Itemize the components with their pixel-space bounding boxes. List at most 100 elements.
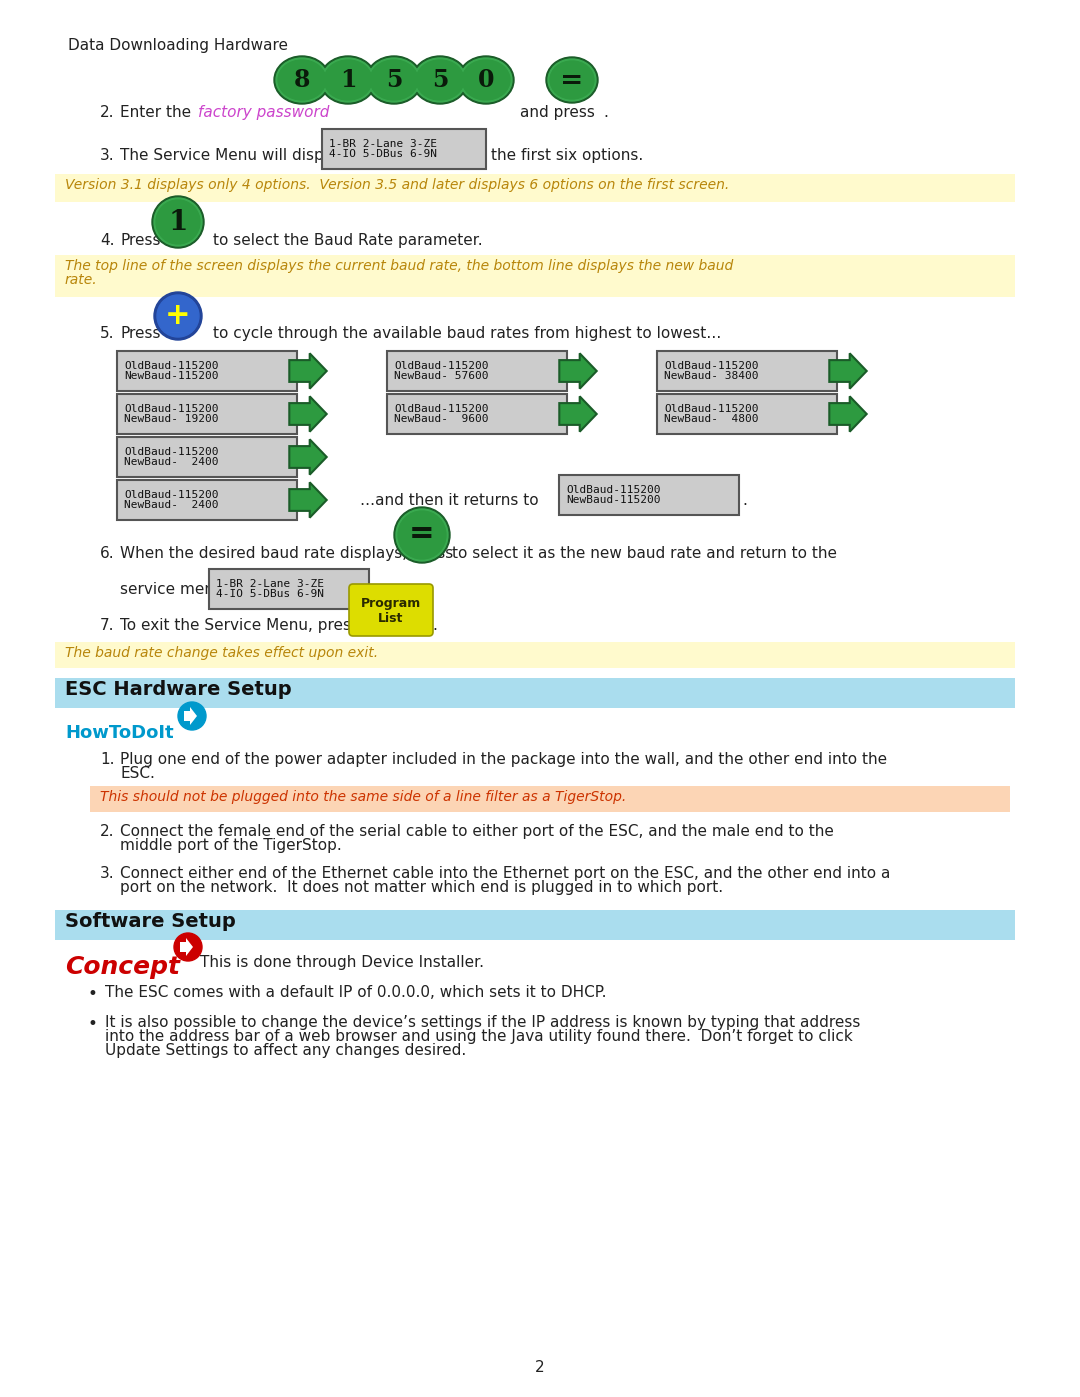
Ellipse shape bbox=[546, 57, 598, 103]
Text: Connect either end of the Ethernet cable into the Ethernet port on the ESC, and : Connect either end of the Ethernet cable… bbox=[120, 866, 890, 882]
Text: =: = bbox=[561, 67, 583, 94]
Text: service menu: service menu bbox=[120, 583, 224, 597]
Polygon shape bbox=[289, 353, 326, 388]
Text: OldBaud-115200: OldBaud-115200 bbox=[664, 360, 758, 372]
Text: HowToDoIt: HowToDoIt bbox=[65, 724, 174, 742]
Ellipse shape bbox=[399, 511, 446, 559]
FancyBboxPatch shape bbox=[117, 481, 297, 520]
Text: 7.: 7. bbox=[100, 617, 114, 633]
Text: Plug one end of the power adapter included in the package into the wall, and the: Plug one end of the power adapter includ… bbox=[120, 752, 887, 767]
Text: the first six options.: the first six options. bbox=[491, 148, 644, 163]
Text: to select it as the new baud rate and return to the: to select it as the new baud rate and re… bbox=[453, 546, 837, 562]
Ellipse shape bbox=[396, 509, 448, 562]
Polygon shape bbox=[180, 937, 193, 956]
FancyBboxPatch shape bbox=[387, 351, 567, 391]
Text: OldBaud-115200: OldBaud-115200 bbox=[394, 404, 488, 414]
Ellipse shape bbox=[411, 56, 468, 103]
Ellipse shape bbox=[416, 60, 464, 101]
Text: .: . bbox=[372, 583, 376, 597]
Text: The baud rate change takes effect upon exit.: The baud rate change takes effect upon e… bbox=[65, 645, 378, 659]
Polygon shape bbox=[829, 397, 867, 432]
Text: 3.: 3. bbox=[100, 148, 114, 163]
Text: OldBaud-115200: OldBaud-115200 bbox=[566, 485, 661, 495]
Polygon shape bbox=[289, 482, 326, 518]
Ellipse shape bbox=[460, 59, 512, 102]
Ellipse shape bbox=[157, 295, 199, 337]
Text: port on the network.  It does not matter which end is plugged in to which port.: port on the network. It does not matter … bbox=[120, 880, 724, 895]
Text: 5: 5 bbox=[432, 68, 448, 92]
FancyBboxPatch shape bbox=[210, 569, 369, 609]
Ellipse shape bbox=[178, 703, 206, 731]
FancyBboxPatch shape bbox=[55, 643, 1015, 668]
Text: 0: 0 bbox=[477, 68, 495, 92]
Ellipse shape bbox=[154, 292, 202, 339]
Ellipse shape bbox=[278, 60, 326, 101]
Text: This should not be plugged into the same side of a line filter as a TigerStop.: This should not be plugged into the same… bbox=[100, 789, 626, 805]
Ellipse shape bbox=[152, 196, 204, 249]
Text: rate.: rate. bbox=[65, 272, 97, 286]
FancyBboxPatch shape bbox=[559, 475, 739, 515]
FancyBboxPatch shape bbox=[117, 437, 297, 476]
Text: NewBaud- 19200: NewBaud- 19200 bbox=[124, 414, 218, 423]
Ellipse shape bbox=[368, 59, 420, 102]
Text: factory password: factory password bbox=[198, 105, 329, 120]
Polygon shape bbox=[289, 397, 326, 432]
Text: 4-IO 5-DBus 6-9N: 4-IO 5-DBus 6-9N bbox=[216, 590, 324, 599]
Ellipse shape bbox=[274, 56, 330, 103]
Ellipse shape bbox=[324, 60, 372, 101]
Text: Press: Press bbox=[120, 233, 161, 249]
Text: OldBaud-115200: OldBaud-115200 bbox=[124, 360, 218, 372]
Text: NewBaud- 38400: NewBaud- 38400 bbox=[664, 372, 758, 381]
FancyBboxPatch shape bbox=[117, 351, 297, 391]
Text: 2: 2 bbox=[536, 1361, 544, 1375]
Ellipse shape bbox=[462, 60, 510, 101]
Text: Program
List: Program List bbox=[361, 597, 421, 626]
Text: OldBaud-115200: OldBaud-115200 bbox=[124, 404, 218, 414]
Text: This is done through Device Installer.: This is done through Device Installer. bbox=[200, 956, 484, 970]
Text: The ESC comes with a default IP of 0.0.0.0, which sets it to DHCP.: The ESC comes with a default IP of 0.0.0… bbox=[105, 985, 607, 1000]
Text: Data Downloading Hardware: Data Downloading Hardware bbox=[68, 38, 288, 53]
Text: The top line of the screen displays the current baud rate, the bottom line displ: The top line of the screen displays the … bbox=[65, 258, 733, 272]
Text: 8: 8 bbox=[294, 68, 310, 92]
FancyBboxPatch shape bbox=[322, 129, 486, 169]
Ellipse shape bbox=[174, 933, 202, 961]
Ellipse shape bbox=[322, 59, 374, 102]
FancyBboxPatch shape bbox=[55, 909, 1015, 940]
Text: .: . bbox=[603, 105, 608, 120]
FancyBboxPatch shape bbox=[117, 394, 297, 434]
Text: NewBaud-115200: NewBaud-115200 bbox=[124, 372, 218, 381]
Text: and press: and press bbox=[519, 105, 595, 120]
Text: .: . bbox=[432, 617, 437, 633]
Ellipse shape bbox=[154, 198, 202, 246]
Text: 4.: 4. bbox=[100, 233, 114, 249]
Text: 5.: 5. bbox=[100, 326, 114, 341]
Text: Version 3.1 displays only 4 options.  Version 3.5 and later displays 6 options o: Version 3.1 displays only 4 options. Ver… bbox=[65, 177, 729, 191]
Ellipse shape bbox=[414, 59, 465, 102]
FancyBboxPatch shape bbox=[657, 351, 837, 391]
Text: •: • bbox=[87, 1016, 98, 1032]
Polygon shape bbox=[559, 397, 597, 432]
Text: ESC.: ESC. bbox=[120, 766, 154, 781]
FancyBboxPatch shape bbox=[90, 787, 1010, 812]
Text: 6.: 6. bbox=[100, 546, 114, 562]
Text: 4-IO 5-DBus 6-9N: 4-IO 5-DBus 6-9N bbox=[329, 149, 437, 159]
Polygon shape bbox=[559, 353, 597, 388]
Text: Enter the: Enter the bbox=[120, 105, 195, 120]
Text: 1-BR 2-Lane 3-ZE: 1-BR 2-Lane 3-ZE bbox=[216, 580, 324, 590]
Text: NewBaud-  4800: NewBaud- 4800 bbox=[664, 414, 758, 423]
Ellipse shape bbox=[548, 59, 596, 101]
Text: 5: 5 bbox=[386, 68, 402, 92]
FancyBboxPatch shape bbox=[55, 175, 1015, 203]
Ellipse shape bbox=[276, 59, 328, 102]
Text: 2.: 2. bbox=[100, 105, 114, 120]
Text: When the desired baud rate displays, press: When the desired baud rate displays, pre… bbox=[120, 546, 454, 562]
Text: Update Settings to affect any changes desired.: Update Settings to affect any changes de… bbox=[105, 1044, 467, 1058]
Ellipse shape bbox=[370, 60, 418, 101]
Text: OldBaud-115200: OldBaud-115200 bbox=[664, 404, 758, 414]
Text: 1-BR 2-Lane 3-ZE: 1-BR 2-Lane 3-ZE bbox=[329, 140, 437, 149]
Text: to select the Baud Rate parameter.: to select the Baud Rate parameter. bbox=[213, 233, 483, 249]
Text: Press: Press bbox=[120, 326, 161, 341]
Text: 1.: 1. bbox=[100, 752, 114, 767]
Text: Connect the female end of the serial cable to either port of the ESC, and the ma: Connect the female end of the serial cab… bbox=[120, 824, 834, 840]
Ellipse shape bbox=[320, 56, 376, 103]
